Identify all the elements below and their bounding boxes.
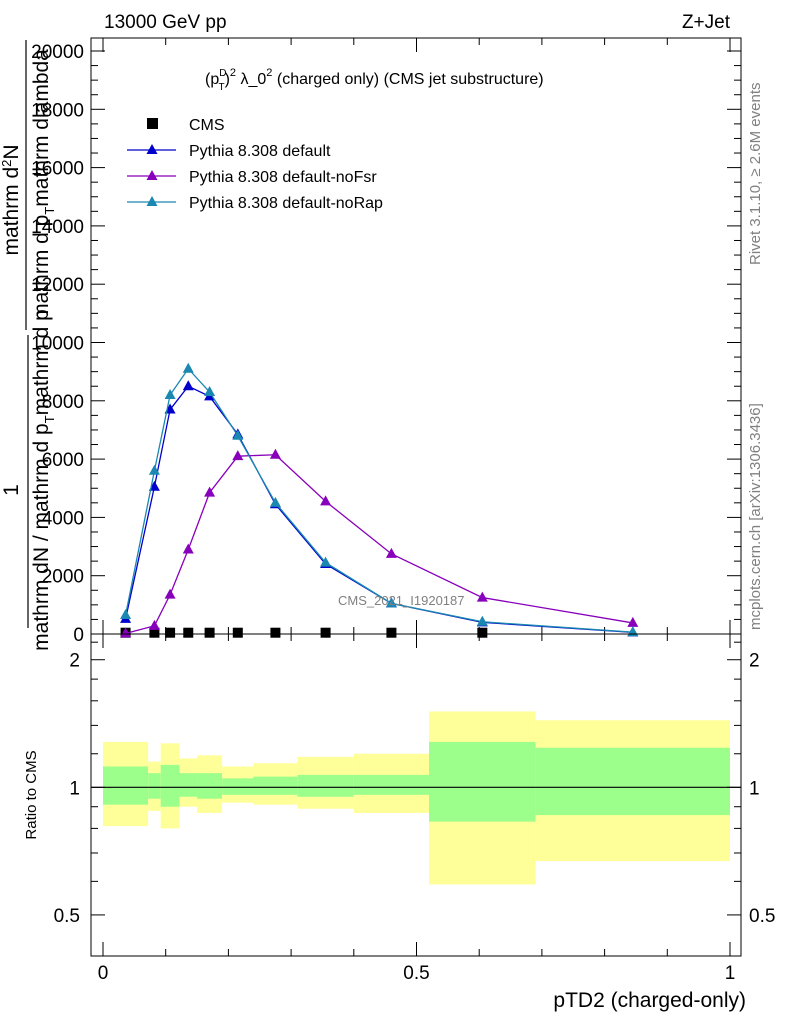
- ratio-bands-layer: [91, 711, 741, 885]
- y-tick-label: 4000: [42, 508, 84, 529]
- legend-marker: [146, 144, 158, 154]
- header-process: Z+Jet: [682, 12, 731, 33]
- ratio-stat-band: [197, 773, 223, 799]
- y-tick-label: 8000: [42, 392, 84, 413]
- series-2-point: [204, 486, 216, 497]
- series-0-point: [477, 627, 488, 638]
- series-2-point: [627, 616, 639, 627]
- analysis-watermark: CMS_2021_I1920187: [338, 593, 465, 608]
- ratio-y-tick-label-right: 1: [749, 778, 760, 799]
- ylabel-den2: mathrm d pTmathrm dlambda: [30, 49, 57, 321]
- legend-label: Pythia 8.308 default-noFsr: [189, 169, 377, 186]
- ratio-stat-band: [222, 778, 254, 795]
- header-energy: 13000 GeV pp: [104, 12, 227, 33]
- series-0-point: [149, 627, 160, 638]
- ratio-stat-band: [353, 774, 430, 795]
- legend: CMS Pythia 8.308 default Pythia 8.308 defa…: [127, 117, 383, 212]
- y-tick-label: 12000: [31, 275, 84, 296]
- series-3-point: [476, 615, 488, 626]
- series-1-point: [182, 380, 194, 391]
- y-tick-label: 10000: [31, 334, 84, 355]
- series-2-point: [120, 627, 132, 638]
- ratio-stat-band: [535, 747, 730, 816]
- series-0-point: [386, 627, 397, 638]
- legend-marker-cms: [147, 118, 158, 129]
- ylabel-num: mathrm d2N: [0, 144, 23, 255]
- series-0-point: [204, 627, 215, 638]
- series-0-point: [165, 627, 176, 638]
- series-2-point: [476, 591, 488, 602]
- series-0-point: [232, 627, 243, 638]
- series-3-point: [232, 429, 244, 440]
- main-series-layer: [120, 362, 639, 638]
- legend-label: Pythia 8.308 default: [189, 143, 331, 160]
- ratio-y-tick-label-left: 0.5: [54, 906, 80, 927]
- series-0-point: [183, 627, 194, 638]
- series-3-point: [269, 496, 281, 507]
- legend-label: CMS: [189, 117, 225, 134]
- ratio-stat-band: [429, 741, 536, 822]
- series-2-point: [232, 450, 244, 461]
- legend-marker: [146, 196, 158, 206]
- x-tick-label: 1: [725, 963, 736, 984]
- series-3-point: [627, 626, 639, 637]
- series-0-point: [320, 627, 331, 638]
- series-3-point: [182, 362, 194, 373]
- ratio-y-tick-label-right: 0.5: [749, 906, 775, 927]
- x-tick-label: 0: [98, 963, 109, 984]
- plot-title: (pD T)2 λ_02 (charged only) (CMS jet subs…: [205, 67, 544, 93]
- ratio-stat-band: [253, 776, 298, 795]
- series-2-point: [269, 448, 281, 459]
- ratio-y-axis-label: Ratio to CMS: [23, 750, 40, 839]
- y-tick-label: 16000: [31, 159, 84, 180]
- series-2-point: [148, 619, 160, 630]
- series-2-point: [182, 543, 194, 554]
- ratio-stat-band: [160, 764, 180, 807]
- ratio-stat-band: [103, 766, 149, 805]
- ylabel-one: 1: [0, 484, 23, 496]
- series-3-point: [120, 609, 132, 620]
- legend-marker: [146, 170, 158, 180]
- mcplots-label: mcplots.cern.ch [arXiv:1306.3436]: [747, 403, 764, 630]
- y-tick-label: 20000: [31, 42, 84, 63]
- ratio-y-tick-label-right: 2: [749, 651, 760, 672]
- series-2-point: [385, 547, 397, 558]
- y-tick-label: 14000: [31, 217, 84, 238]
- y-tick-label: 0: [73, 625, 84, 646]
- main-axis-ticks: 0 2000 4000 6000 8000 10000 12000 14000 16000 180…: [31, 38, 741, 646]
- main-y-axis-label: 1 mathrm d2N mathrm d pTmathrm dlambda m…: [0, 40, 57, 651]
- x-tick-label: 0.5: [403, 963, 429, 984]
- series-2-point: [164, 588, 176, 599]
- series-2-point: [320, 495, 332, 506]
- y-tick-label: 18000: [31, 100, 84, 121]
- ratio-axis-ticks: 0.5 0.5 1 1 2 2 0 0.5 1: [54, 634, 775, 984]
- series-3-point: [320, 556, 332, 567]
- ratio-stat-band: [148, 773, 161, 799]
- ratio-stat-band: [297, 774, 354, 797]
- series-3-point: [148, 464, 160, 475]
- series-3-point: [204, 386, 216, 397]
- series-0-point: [270, 627, 281, 638]
- legend-label: Pythia 8.308 default-noRap: [189, 195, 383, 212]
- ylabel-den: mathrm dN / mathrm d pTmathrm d p: [30, 309, 57, 651]
- series-3-point: [164, 388, 176, 399]
- series-1-point: [148, 480, 160, 491]
- rivet-version-label: Rivet 3.1.10, ≥ 2.6M events: [747, 83, 764, 266]
- x-axis-label: pTD2 (charged-only): [553, 989, 746, 1012]
- ratio-y-tick-label-left: 1: [69, 778, 80, 799]
- y-tick-label: 2000: [42, 567, 84, 588]
- series-3-point: [385, 597, 397, 608]
- ratio-y-tick-label-left: 2: [69, 651, 80, 672]
- ratio-stat-band: [179, 773, 198, 797]
- y-tick-label: 6000: [42, 450, 84, 471]
